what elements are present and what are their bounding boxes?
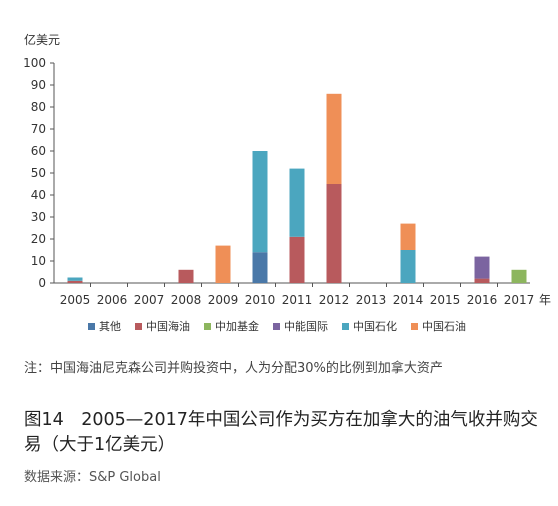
bars <box>67 93 527 283</box>
legend-label: 中国海油 <box>146 320 190 333</box>
x-axis: 2005 2006 2007 2008 2009 2010 2011 2012 2013 2014… <box>54 282 551 307</box>
x-tick-label: 2006 <box>97 293 128 307</box>
y-tick-label: 60 <box>31 144 46 158</box>
legend-swatch <box>273 322 280 330</box>
y-tick-label: 90 <box>31 78 46 92</box>
y-tick-label: 80 <box>31 100 46 114</box>
x-tick-label: 2017 <box>504 293 535 307</box>
legend-label: 中国石化 <box>353 320 397 333</box>
footnote: 注：中国海油尼克森公司并购投资中，人为分配30%的比例到加拿大资产 <box>24 361 443 376</box>
x-tick-label: 2015 <box>430 293 461 307</box>
legend-swatch <box>342 322 349 330</box>
bar-segment <box>474 256 490 279</box>
y-tick-label: 0 <box>38 276 46 290</box>
legend-item: 其他 <box>88 318 121 334</box>
bar-segment <box>326 93 342 184</box>
y-tick-label: 10 <box>31 254 46 268</box>
bar-segment <box>215 245 231 283</box>
bar-segment <box>289 236 305 283</box>
bar-segment <box>511 269 527 283</box>
x-tick-label: 2005 <box>60 293 91 307</box>
legend-label: 其他 <box>99 320 121 333</box>
legend-item: 中国海油 <box>135 318 190 334</box>
x-tick-label: 2009 <box>208 293 239 307</box>
y-tick-label: 20 <box>31 232 46 246</box>
y-unit-label: 亿美元 <box>24 32 60 47</box>
legend-swatch <box>135 322 142 330</box>
y-axis: 0 10 20 30 40 50 60 70 80 90 100 <box>23 56 55 290</box>
legend-item: 中国石化 <box>342 318 397 334</box>
y-tick-label: 30 <box>31 210 46 224</box>
figure-title: 图14 2005—2017年中国公司作为买方在加拿大的油气收并购交易（大于1亿美… <box>24 410 538 455</box>
legend-swatch <box>411 322 418 330</box>
legend-item: 中能国际 <box>273 318 328 334</box>
legend-item: 中国石油 <box>411 318 466 334</box>
y-tick-label: 50 <box>31 166 46 180</box>
x-tick-label: 2016 <box>467 293 498 307</box>
x-tick-label: 2007 <box>134 293 165 307</box>
bar-segment <box>178 269 194 283</box>
x-tick-label: 2008 <box>171 293 202 307</box>
source-line: 数据来源：S&P Global <box>24 470 161 485</box>
bar-segment <box>289 168 305 237</box>
legend-label: 中国石油 <box>422 320 466 333</box>
x-tick-label: 2013 <box>356 293 387 307</box>
y-tick-label: 100 <box>23 56 46 70</box>
bar-segment <box>400 250 416 283</box>
x-axis-unit: 年 <box>539 293 551 307</box>
bar-segment <box>400 223 416 250</box>
legend-swatch <box>204 322 211 330</box>
bar-segment <box>67 280 83 283</box>
legend-label: 中加基金 <box>215 320 259 333</box>
y-tick-label: 70 <box>31 122 46 136</box>
x-tick-label: 2011 <box>282 293 313 307</box>
bar-segment <box>326 184 342 283</box>
x-tick-label: 2012 <box>319 293 350 307</box>
x-tick-label: 2014 <box>393 293 424 307</box>
legend-swatch <box>88 322 95 330</box>
x-tick-label: 2010 <box>245 293 276 307</box>
bar-segment <box>474 278 490 283</box>
legend-item: 中加基金 <box>204 318 259 334</box>
bar-segment <box>67 277 83 281</box>
y-tick-label: 40 <box>31 188 46 202</box>
legend: 其他 中国海油 中加基金 中能国际 中国石化 中国石油 <box>88 318 528 334</box>
bar-segment <box>252 252 268 283</box>
bar-segment <box>252 151 268 253</box>
legend-label: 中能国际 <box>284 320 328 333</box>
